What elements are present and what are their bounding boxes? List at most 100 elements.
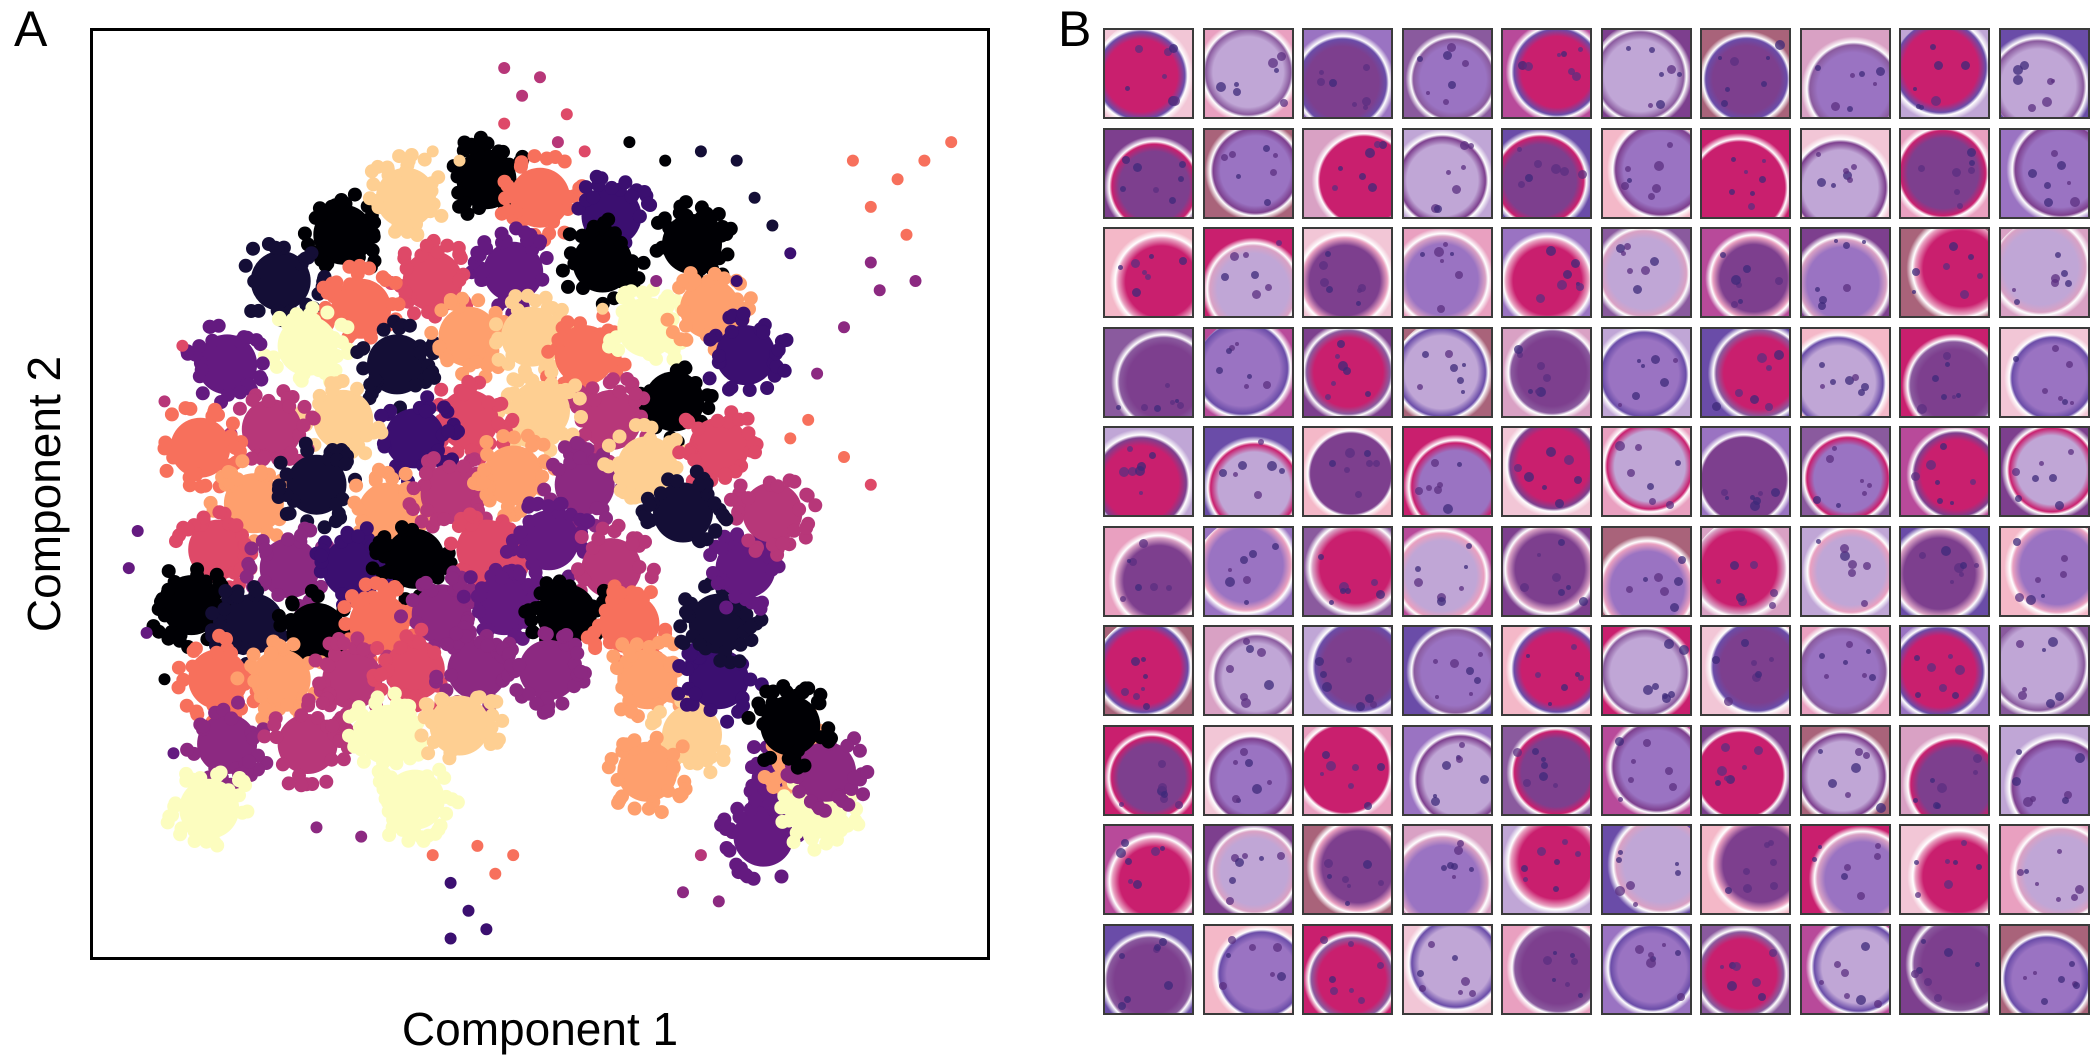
cell-nucleus bbox=[1851, 164, 1857, 170]
cell-nucleus bbox=[1729, 189, 1735, 195]
cluster-26 bbox=[313, 389, 374, 450]
cell-nucleus bbox=[1178, 176, 1184, 182]
cell-nucleus bbox=[1961, 840, 1967, 846]
cluster-74-point bbox=[860, 765, 875, 779]
glomerulus-texture bbox=[1404, 627, 1491, 714]
cell-nucleus bbox=[1648, 193, 1655, 200]
cluster-30-point bbox=[328, 497, 343, 512]
cell-nucleus bbox=[1358, 997, 1365, 1004]
cell-nucleus bbox=[1359, 173, 1366, 180]
cluster-10-point bbox=[451, 240, 466, 255]
cluster-59-point bbox=[269, 730, 284, 745]
cell-nucleus bbox=[2028, 104, 2036, 112]
cluster-43-point bbox=[574, 530, 589, 544]
cluster-18-point bbox=[635, 285, 650, 300]
cell-nucleus bbox=[1730, 57, 1739, 66]
cell-nucleus bbox=[1524, 62, 1533, 71]
cluster-59-point bbox=[281, 776, 296, 791]
cluster-8-point bbox=[614, 274, 629, 289]
cell-nucleus bbox=[1513, 748, 1522, 757]
cluster-28-point bbox=[225, 416, 240, 431]
cell-nucleus bbox=[2062, 399, 2068, 405]
glomerulus-texture bbox=[1802, 329, 1889, 416]
cluster-37 bbox=[188, 519, 249, 580]
glomerulus-thumbnail bbox=[1501, 128, 1592, 219]
cluster-20-point bbox=[736, 306, 751, 321]
cell-nucleus bbox=[1820, 384, 1825, 389]
cluster-9-point bbox=[475, 264, 490, 279]
cluster-5-point bbox=[527, 149, 542, 164]
cluster-33-point bbox=[525, 438, 540, 453]
cluster-54-point bbox=[308, 653, 323, 668]
cell-nucleus bbox=[1937, 498, 1943, 504]
cluster-36-point bbox=[748, 445, 762, 460]
cluster-17-point bbox=[573, 316, 587, 331]
cluster-9-point bbox=[494, 226, 509, 241]
glomerulus-thumbnail bbox=[1800, 924, 1891, 1015]
cell-nucleus bbox=[1939, 684, 1947, 692]
cluster-16-point bbox=[508, 289, 523, 304]
cluster-31-point bbox=[349, 478, 364, 493]
cluster-14-point bbox=[402, 318, 417, 333]
cluster-16-point bbox=[540, 301, 555, 316]
cluster-28 bbox=[170, 417, 231, 478]
cell-nucleus bbox=[1268, 58, 1278, 68]
cluster-29 bbox=[223, 473, 284, 534]
cell-nucleus bbox=[2042, 97, 2052, 107]
cluster-20-point bbox=[724, 380, 739, 395]
cell-nucleus bbox=[1149, 254, 1154, 259]
cluster-1-point bbox=[458, 196, 472, 211]
cluster-5-point bbox=[557, 154, 572, 169]
cluster-42-point bbox=[553, 496, 568, 511]
cluster-53-point bbox=[247, 674, 262, 689]
cluster-76-point bbox=[770, 479, 785, 494]
glomerulus-texture bbox=[1901, 627, 1988, 714]
cluster-4-point bbox=[371, 200, 386, 215]
cell-nucleus bbox=[1518, 181, 1525, 188]
cell-nucleus bbox=[1843, 168, 1849, 174]
cluster-32-point bbox=[420, 503, 435, 518]
cell-nucleus bbox=[1924, 978, 1932, 986]
cell-nucleus bbox=[1771, 488, 1780, 497]
cell-nucleus bbox=[1578, 675, 1584, 681]
cell-nucleus bbox=[1368, 183, 1377, 192]
cell-nucleus bbox=[1469, 867, 1474, 872]
cell-nucleus bbox=[1135, 466, 1145, 476]
cluster-24-point bbox=[434, 382, 449, 397]
glomerulus-thumbnail bbox=[1800, 625, 1891, 716]
glomerulus-texture bbox=[1205, 727, 1292, 814]
glomerulus-thumbnail bbox=[1800, 824, 1891, 915]
cluster-66-point bbox=[612, 792, 627, 807]
cluster-54-point bbox=[356, 642, 371, 657]
cluster-45-point bbox=[250, 584, 265, 599]
cluster-74-point bbox=[840, 738, 855, 753]
cell-nucleus bbox=[1627, 268, 1633, 274]
cell-nucleus bbox=[1466, 543, 1472, 549]
cluster-68-point bbox=[673, 619, 688, 634]
cell-nucleus bbox=[1950, 580, 1954, 584]
cell-nucleus bbox=[1752, 978, 1761, 987]
cluster-53-point bbox=[286, 637, 301, 652]
cell-nucleus bbox=[1561, 684, 1568, 691]
cluster-8-point bbox=[562, 227, 577, 242]
cell-nucleus bbox=[1523, 779, 1531, 787]
cell-nucleus bbox=[1243, 638, 1250, 645]
glomerulus-texture bbox=[1304, 627, 1391, 714]
cluster-74-point bbox=[856, 787, 870, 802]
cell-nucleus bbox=[1274, 68, 1279, 73]
cluster-43-point bbox=[571, 562, 585, 577]
cluster-32-point bbox=[442, 459, 457, 474]
outlier-point-16 bbox=[846, 154, 859, 167]
cluster-3-point bbox=[247, 274, 262, 289]
cell-nucleus bbox=[1228, 568, 1232, 572]
cluster-12-point bbox=[334, 335, 349, 350]
cell-nucleus bbox=[1355, 491, 1362, 498]
cell-nucleus bbox=[1959, 572, 1964, 577]
cell-nucleus bbox=[1615, 737, 1624, 746]
outlier-point-10 bbox=[694, 145, 707, 158]
cell-nucleus bbox=[1761, 81, 1767, 87]
cell-nucleus bbox=[2020, 61, 2029, 70]
cell-nucleus bbox=[1855, 748, 1863, 756]
glomerulus-thumbnail bbox=[1999, 28, 2090, 119]
cluster-28-point bbox=[194, 479, 209, 494]
